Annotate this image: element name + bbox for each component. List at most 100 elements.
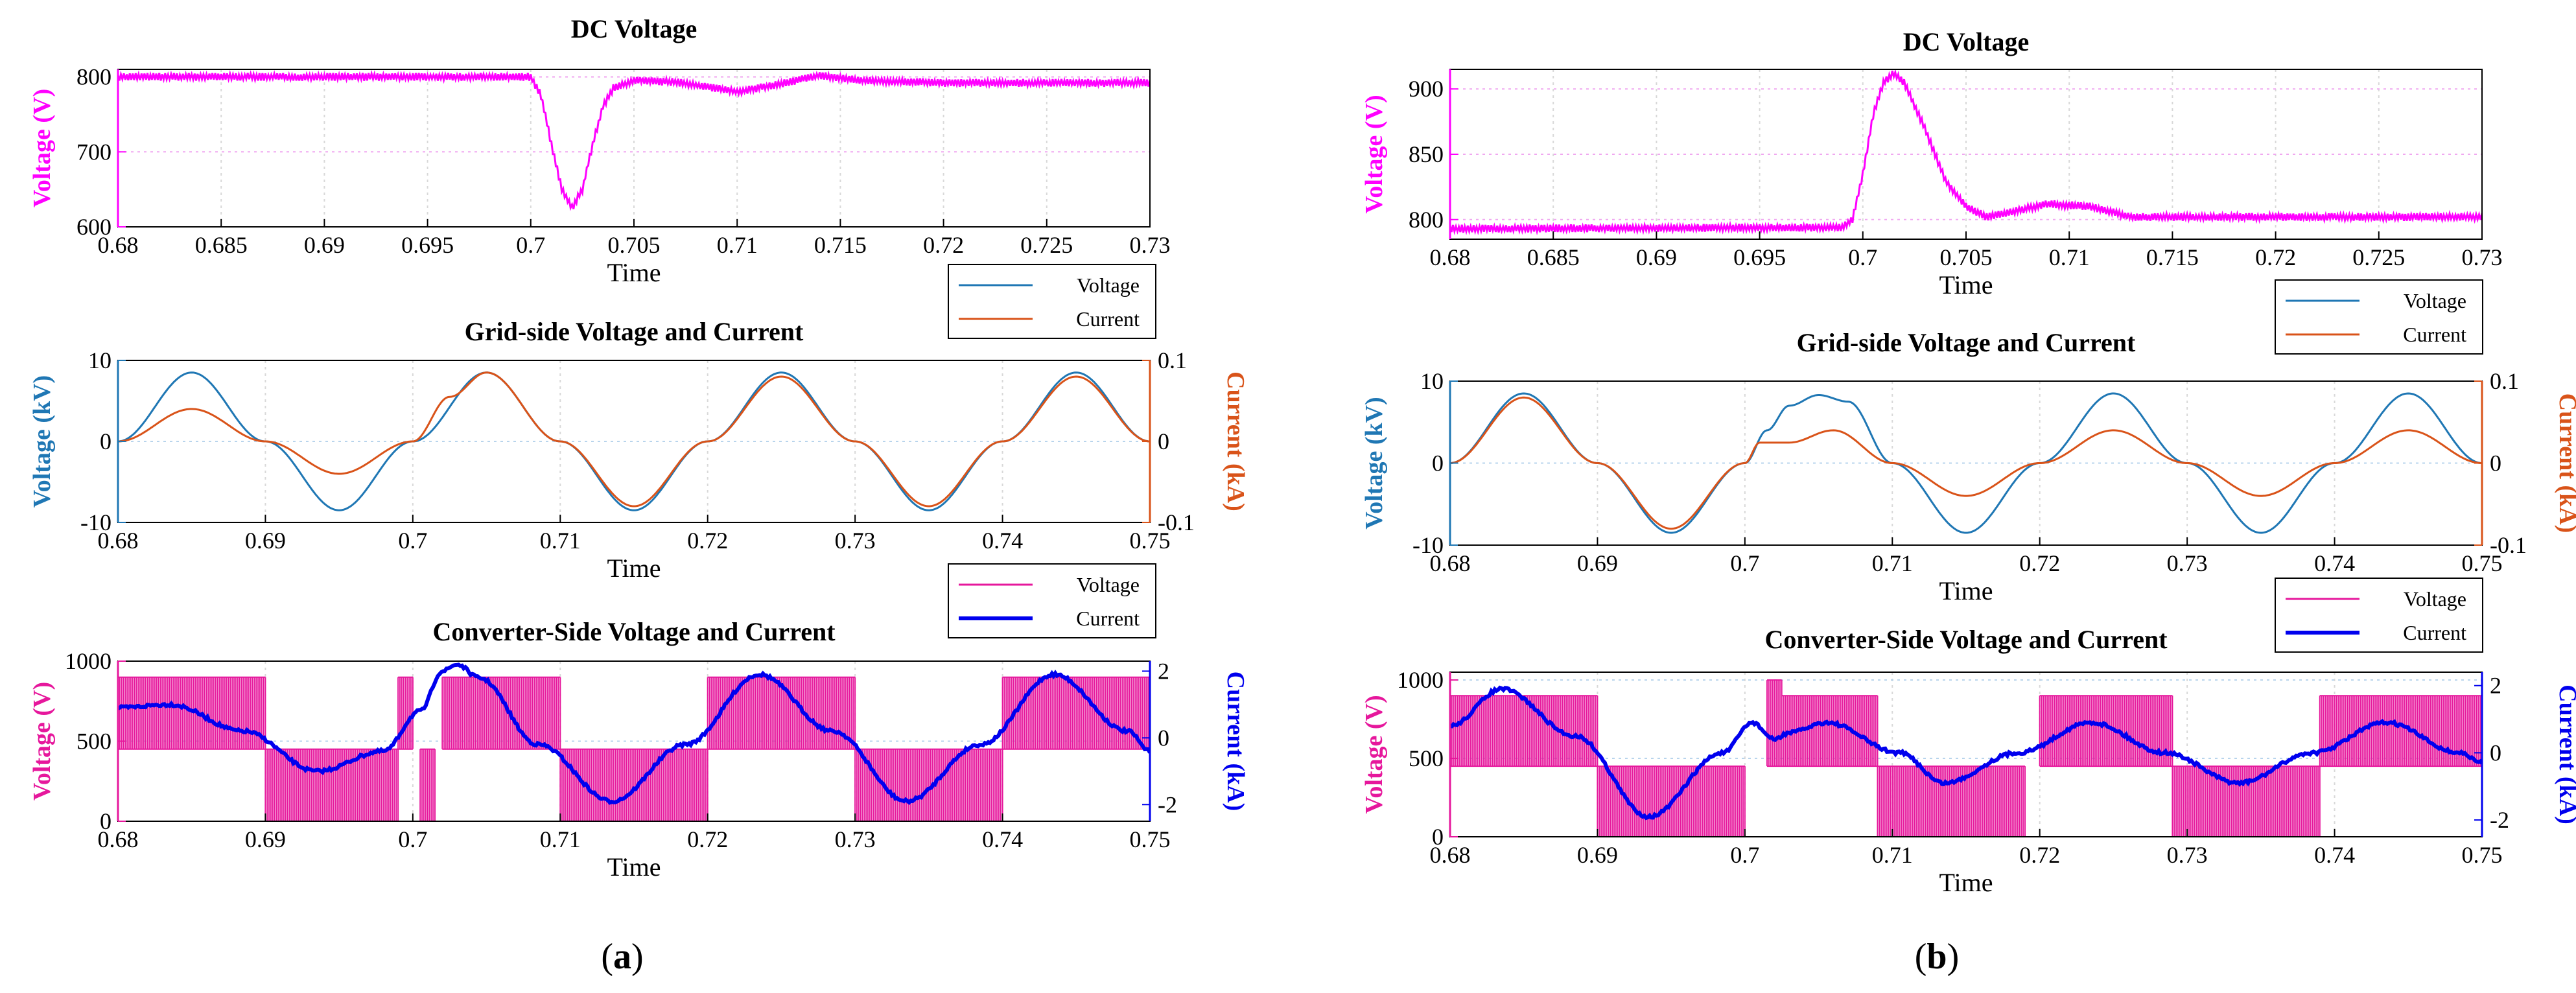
y-tick-label-right: 0 xyxy=(1158,725,1169,751)
x-tick-label: 0.68 xyxy=(98,826,139,852)
x-tick-label: 0.75 xyxy=(1130,826,1171,852)
plot-marks xyxy=(118,69,1150,211)
x-tick-label: 0.685 xyxy=(195,232,248,258)
x-tick-label: 0.695 xyxy=(1733,244,1786,270)
y-tick-label: 0 xyxy=(1432,450,1444,476)
x-tick-label: 0.72 xyxy=(2019,842,2060,868)
x-tick-label: 0.74 xyxy=(982,528,1023,554)
x-tick-label: 0.71 xyxy=(717,232,758,258)
y-tick-label: 0 xyxy=(100,428,111,454)
plot-marks xyxy=(1450,392,2482,534)
legend-a-grid: Voltage Current xyxy=(948,264,1156,339)
legend-box xyxy=(948,563,1156,638)
x-tick-label: 0.72 xyxy=(2255,244,2296,270)
x-tick-label: 0.72 xyxy=(2019,550,2060,576)
y-tick-label-right: 2 xyxy=(1158,658,1169,684)
x-axis-label: Time xyxy=(1939,270,1993,299)
x-tick-label: 0.71 xyxy=(1872,550,1913,576)
x-tick-label: 0.73 xyxy=(2167,842,2208,868)
x-axis-label: Time xyxy=(1939,576,1993,605)
y-axis-label-right: Current (kA) xyxy=(2554,684,2576,824)
x-tick-label: 0.74 xyxy=(982,826,1023,852)
y-tick-label: 0 xyxy=(100,808,111,834)
chart-b-dc: 0.68 0.685 0.69 0.695 0.7 0.705 0.71 0.715 0.72 0… xyxy=(1361,27,2503,299)
x-tick-label: 0.74 xyxy=(2314,842,2355,868)
x-tick-label: 0.72 xyxy=(923,232,964,258)
legend-b-grid: Voltage Current xyxy=(2275,279,2483,355)
x-tick-label: 0.715 xyxy=(2146,244,2199,270)
y-tick-label: 10 xyxy=(88,347,111,373)
legend-entry: Current xyxy=(1076,607,1140,630)
legend-box xyxy=(948,264,1156,339)
x-axis-label: Time xyxy=(607,554,661,583)
y-tick-label-right: 2 xyxy=(2490,673,2501,699)
x-tick-label: 0.73 xyxy=(1130,232,1171,258)
y-tick-label: 700 xyxy=(76,139,111,165)
y-tick-label-right: 0.1 xyxy=(1158,347,1187,373)
legend-entry: Current xyxy=(2403,621,2466,644)
panel-label-b: (b) xyxy=(1915,937,1959,977)
legend-a-conv: Voltage Current xyxy=(948,563,1156,638)
x-tick-label: 0.73 xyxy=(2167,550,2208,576)
legend-box xyxy=(2275,578,2483,653)
chart-a-conv: 0.68 0.69 0.7 0.71 0.72 0.73 0.74 0.75 0 500 1000 V… xyxy=(29,617,1249,882)
x-tick-label: 0.72 xyxy=(687,826,728,852)
current-line-b-grid xyxy=(1450,396,2482,530)
y-axis-label-right: Current (kA) xyxy=(1222,371,1249,511)
y-axis-label: Voltage (V) xyxy=(29,89,56,207)
y-tick-label: 600 xyxy=(76,214,111,240)
legend-entry: Current xyxy=(2403,323,2466,346)
y-axis-label: Voltage (V) xyxy=(29,682,56,800)
y-tick-label: 900 xyxy=(1409,76,1444,102)
y-tick-label: 850 xyxy=(1409,141,1444,167)
x-tick-label: 0.71 xyxy=(2049,244,2090,270)
x-tick-label: 0.725 xyxy=(1020,232,1073,258)
x-tick-label: 0.73 xyxy=(835,528,876,554)
charts-layer: 0.68 0.685 0.69 0.695 0.7 0.705 0.71 0.715 0.72 0… xyxy=(29,14,2576,897)
plot-marks xyxy=(1450,679,2482,837)
x-tick-label: 0.705 xyxy=(1940,244,1993,270)
y-axis-label: Voltage (V) xyxy=(1361,695,1388,813)
x-tick-label: 0.69 xyxy=(1577,842,1618,868)
x-tick-label: 0.7 xyxy=(1848,244,1877,270)
x-tick-label: 0.715 xyxy=(814,232,867,258)
chart-title: Converter-Side Voltage and Current xyxy=(432,617,836,646)
chart-title: DC Voltage xyxy=(571,14,697,43)
legend-b-conv: Voltage Current xyxy=(2275,578,2483,653)
legend-entry: Voltage xyxy=(2404,587,2466,611)
y-tick-label-right: -2 xyxy=(2490,807,2509,833)
x-tick-label: 0.685 xyxy=(1527,244,1580,270)
y-tick-label-right: -2 xyxy=(1158,791,1177,817)
x-tick-label: 0.695 xyxy=(401,232,454,258)
x-tick-label: 0.69 xyxy=(1636,244,1677,270)
x-tick-label: 0.7 xyxy=(398,826,427,852)
x-tick-label: 0.69 xyxy=(245,826,286,852)
legend-entry: Voltage xyxy=(1077,274,1140,297)
legend-entry: Current xyxy=(1076,307,1140,331)
dc-voltage-line xyxy=(118,69,1150,211)
x-tick-label: 0.75 xyxy=(2462,842,2503,868)
current-line-a-grid xyxy=(118,371,1150,508)
plot-marks xyxy=(1450,69,2482,236)
chart-b-grid: 0.68 0.69 0.7 0.71 0.72 0.73 0.74 0.75 -10 0 10 Vol… xyxy=(1361,328,2576,605)
y-tick-label: -10 xyxy=(80,509,111,535)
plot-area xyxy=(118,360,1150,522)
chart-title: DC Voltage xyxy=(1903,27,2029,56)
x-tick-label: 0.71 xyxy=(540,528,581,554)
legend-entry: Voltage xyxy=(2404,289,2466,312)
y-tick-label: 1000 xyxy=(65,648,111,674)
legend-entry: Voltage xyxy=(1077,573,1140,596)
y-axis-label: Voltage (kV) xyxy=(29,375,56,508)
y-tick-label-right: -0.1 xyxy=(1158,509,1195,535)
x-tick-label: 0.68 xyxy=(1430,842,1471,868)
y-tick-label: 10 xyxy=(1420,368,1444,394)
dc-voltage-line xyxy=(1450,69,2482,236)
plot-marks xyxy=(118,371,1150,511)
y-tick-label-right: 0 xyxy=(2490,450,2501,476)
x-tick-label: 0.68 xyxy=(1430,550,1471,576)
y-tick-label: -10 xyxy=(1412,532,1444,558)
x-tick-label: 0.68 xyxy=(98,232,139,258)
x-tick-label: 0.71 xyxy=(1872,842,1913,868)
y-axis-label: Voltage (kV) xyxy=(1361,397,1388,529)
y-tick-label: 500 xyxy=(76,729,111,754)
